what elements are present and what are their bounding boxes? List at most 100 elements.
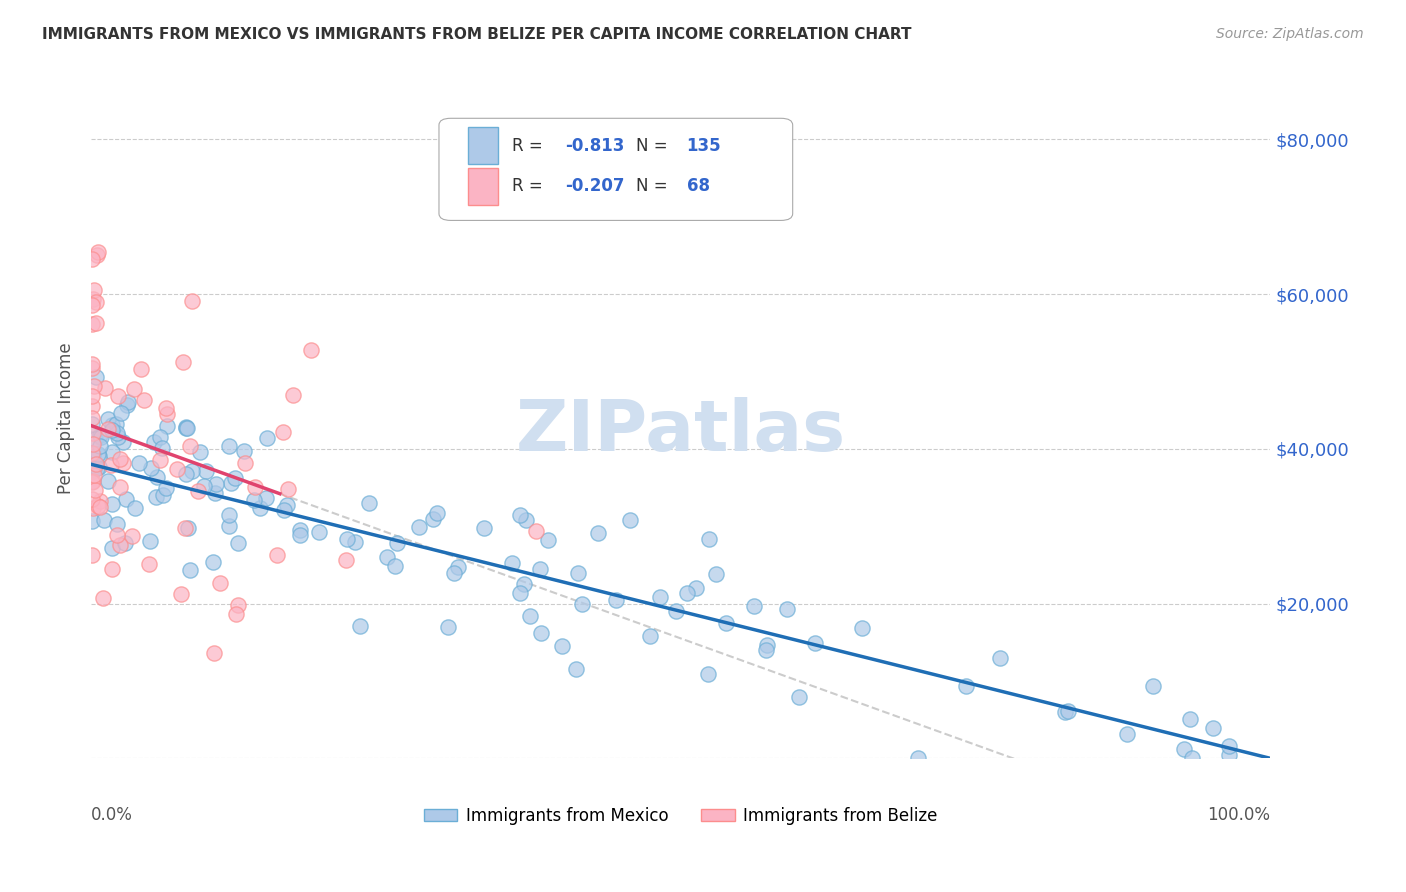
Immigrants from Mexico <box>288 523 311 537</box>
Immigrants from Belize <box>100 458 122 472</box>
Immigrants from Mexico <box>110 406 132 420</box>
Immigrants from Mexico <box>201 555 224 569</box>
Immigrants from Belize <box>155 401 177 416</box>
Text: 135: 135 <box>686 136 721 154</box>
Immigrants from Mexico <box>97 412 120 426</box>
Immigrants from Mexico <box>537 533 560 548</box>
Immigrants from Belize <box>108 452 131 467</box>
Immigrants from Belize <box>87 244 110 259</box>
Immigrants from Mexico <box>111 435 134 450</box>
Immigrants from Mexico <box>82 417 104 431</box>
Immigrants from Mexico <box>155 481 177 495</box>
Immigrants from Mexico <box>685 581 707 595</box>
Immigrants from Belize <box>83 379 105 393</box>
Immigrants from Mexico <box>139 533 162 548</box>
Immigrants from Belize <box>82 411 104 425</box>
Immigrants from Mexico <box>152 441 174 455</box>
Immigrants from Mexico <box>336 532 359 546</box>
Immigrants from Belize <box>83 283 105 297</box>
Immigrants from Mexico <box>82 461 104 475</box>
Immigrants from Belize <box>266 548 288 562</box>
Immigrants from Mexico <box>408 520 430 534</box>
Immigrants from Mexico <box>114 536 136 550</box>
Immigrants from Mexico <box>82 462 104 476</box>
Immigrants from Mexico <box>714 615 737 630</box>
Immigrants from Belize <box>82 252 104 267</box>
Immigrants from Mexico <box>1181 751 1204 765</box>
Immigrants from Mexico <box>174 467 197 481</box>
Immigrants from Belize <box>91 591 114 605</box>
Immigrants from Belize <box>82 491 104 506</box>
Immigrants from Mexico <box>90 430 112 444</box>
Immigrants from Mexico <box>224 471 246 485</box>
Immigrants from Mexico <box>114 492 136 507</box>
Immigrants from Belize <box>108 538 131 552</box>
Immigrants from Belize <box>122 382 145 396</box>
Immigrants from Mexico <box>502 556 524 570</box>
Immigrants from Mexico <box>472 521 495 535</box>
Immigrants from Belize <box>187 484 209 499</box>
Immigrants from Mexico <box>174 420 197 434</box>
FancyBboxPatch shape <box>468 127 498 164</box>
Immigrants from Belize <box>202 646 225 660</box>
Immigrants from Belize <box>209 576 232 591</box>
Text: R =: R = <box>512 178 548 195</box>
Text: ZIPatlas: ZIPatlas <box>516 397 846 466</box>
Immigrants from Mexico <box>233 443 256 458</box>
Immigrants from Mexico <box>84 433 107 447</box>
Immigrants from Mexico <box>218 508 240 523</box>
Immigrants from Mexico <box>422 512 444 526</box>
Immigrants from Mexico <box>343 534 366 549</box>
Immigrants from Mexico <box>443 566 465 581</box>
Immigrants from Mexico <box>83 458 105 472</box>
Immigrants from Belize <box>89 500 111 514</box>
Immigrants from Mexico <box>105 425 128 440</box>
Immigrants from Belize <box>82 389 104 403</box>
Immigrants from Mexico <box>446 559 468 574</box>
Text: N =: N = <box>636 136 672 154</box>
Immigrants from Mexico <box>176 421 198 435</box>
Immigrants from Mexico <box>676 586 699 600</box>
Immigrants from Mexico <box>256 431 278 445</box>
Immigrants from Mexico <box>437 620 460 634</box>
Immigrants from Belize <box>226 598 249 612</box>
Immigrants from Mexico <box>1178 712 1201 726</box>
Immigrants from Mexico <box>907 751 929 765</box>
Y-axis label: Per Capita Income: Per Capita Income <box>58 342 75 493</box>
Immigrants from Mexico <box>509 586 531 600</box>
Immigrants from Mexico <box>107 430 129 444</box>
Immigrants from Belize <box>299 343 322 357</box>
Immigrants from Mexico <box>704 566 727 581</box>
Immigrants from Belize <box>129 361 152 376</box>
Immigrants from Mexico <box>567 566 589 580</box>
Immigrants from Mexico <box>86 447 108 461</box>
Immigrants from Mexico <box>226 536 249 550</box>
Immigrants from Mexico <box>82 464 104 478</box>
Immigrants from Mexico <box>101 497 124 511</box>
Immigrants from Belize <box>82 297 104 311</box>
Text: 0.0%: 0.0% <box>91 806 134 824</box>
Immigrants from Belize <box>94 381 117 395</box>
Immigrants from Belize <box>82 500 104 515</box>
Immigrants from Mexico <box>218 518 240 533</box>
Immigrants from Mexico <box>288 528 311 542</box>
FancyBboxPatch shape <box>439 119 793 220</box>
Immigrants from Mexico <box>97 474 120 488</box>
Immigrants from Belize <box>82 317 104 331</box>
Immigrants from Belize <box>276 482 298 496</box>
Text: 100.0%: 100.0% <box>1208 806 1270 824</box>
Immigrants from Mexico <box>105 516 128 531</box>
Immigrants from Belize <box>243 480 266 494</box>
Immigrants from Mexico <box>89 459 111 474</box>
Immigrants from Belize <box>82 400 104 414</box>
Immigrants from Mexico <box>115 398 138 412</box>
Immigrants from Mexico <box>93 513 115 527</box>
Immigrants from Mexico <box>193 479 215 493</box>
Immigrants from Belize <box>83 467 105 482</box>
Immigrants from Belize <box>170 587 193 601</box>
Immigrants from Mexico <box>955 680 977 694</box>
Immigrants from Belize <box>82 474 104 488</box>
Immigrants from Mexico <box>181 464 204 478</box>
Immigrants from Mexico <box>513 577 536 591</box>
Immigrants from Mexico <box>804 636 827 650</box>
